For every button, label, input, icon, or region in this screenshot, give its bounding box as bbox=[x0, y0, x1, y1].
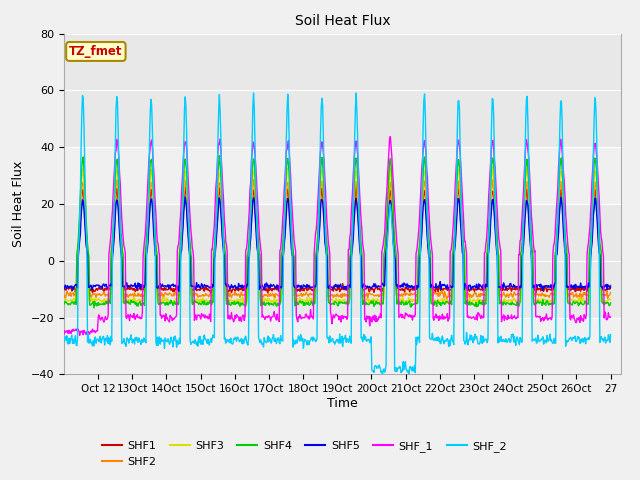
Legend: SHF1, SHF2, SHF3, SHF4, SHF5, SHF_1, SHF_2: SHF1, SHF2, SHF3, SHF4, SHF5, SHF_1, SHF… bbox=[97, 437, 511, 471]
SHF1 bbox=[352, 182, 360, 188]
SHF4 bbox=[90, 305, 98, 311]
SHF1 bbox=[607, 283, 614, 288]
SHF4 bbox=[253, 219, 261, 225]
SHF2 bbox=[124, 294, 132, 300]
SHF3 bbox=[425, 241, 433, 247]
SHF_2 bbox=[273, 341, 280, 347]
SHF_1 bbox=[76, 333, 83, 338]
SHF_2 bbox=[607, 332, 614, 337]
SHF3 bbox=[60, 297, 68, 302]
SHF4 bbox=[274, 300, 282, 306]
SHF5 bbox=[124, 283, 132, 288]
SHF2 bbox=[607, 289, 614, 295]
SHF1 bbox=[124, 286, 132, 292]
SHF3 bbox=[236, 302, 243, 308]
SHF3 bbox=[124, 297, 132, 303]
Line: SHF2: SHF2 bbox=[64, 180, 611, 299]
SHF_1 bbox=[125, 314, 132, 320]
SHF2 bbox=[253, 224, 260, 229]
Line: SHF5: SHF5 bbox=[64, 197, 611, 291]
SHF5 bbox=[607, 284, 614, 290]
SHF1 bbox=[60, 287, 68, 292]
SHF4 bbox=[607, 300, 614, 306]
SHF3 bbox=[607, 297, 614, 302]
SHF1 bbox=[252, 212, 260, 217]
SHF5 bbox=[60, 286, 68, 291]
SHF3 bbox=[253, 211, 260, 217]
SHF_2 bbox=[395, 365, 403, 371]
Text: TZ_fmet: TZ_fmet bbox=[69, 45, 123, 58]
SHF2 bbox=[425, 247, 433, 253]
SHF_2 bbox=[124, 337, 132, 343]
SHF_1 bbox=[273, 312, 281, 317]
SHF1 bbox=[425, 247, 433, 252]
SHF4 bbox=[125, 301, 132, 307]
SHF3 bbox=[225, 295, 232, 301]
SHF2 bbox=[250, 177, 257, 182]
Line: SHF_1: SHF_1 bbox=[64, 137, 611, 336]
SHF1 bbox=[273, 287, 280, 293]
SHF4 bbox=[226, 302, 234, 308]
SHF2 bbox=[273, 291, 281, 297]
SHF1 bbox=[225, 289, 232, 295]
SHF4 bbox=[426, 245, 433, 251]
SHF2 bbox=[60, 293, 68, 299]
SHF5 bbox=[181, 194, 189, 200]
Line: SHF1: SHF1 bbox=[64, 185, 611, 293]
SHF_1 bbox=[253, 174, 260, 180]
Y-axis label: Soil Heat Flux: Soil Heat Flux bbox=[12, 161, 25, 247]
Line: SHF_2: SHF_2 bbox=[64, 93, 611, 375]
SHF_2 bbox=[379, 372, 387, 378]
SHF2 bbox=[394, 292, 402, 298]
X-axis label: Time: Time bbox=[327, 397, 358, 410]
SHF_2 bbox=[60, 338, 68, 344]
SHF_2 bbox=[352, 90, 360, 96]
SHF_2 bbox=[426, 335, 433, 341]
SHF5 bbox=[253, 245, 261, 251]
SHF4 bbox=[216, 153, 223, 158]
SHF4 bbox=[395, 301, 403, 307]
SHF_1 bbox=[426, 221, 433, 227]
SHF1 bbox=[431, 290, 439, 296]
SHF5 bbox=[175, 288, 182, 294]
Title: Soil Heat Flux: Soil Heat Flux bbox=[294, 14, 390, 28]
SHF_1 bbox=[225, 312, 233, 318]
SHF_1 bbox=[395, 314, 403, 320]
SHF3 bbox=[488, 165, 496, 170]
SHF_1 bbox=[387, 134, 394, 140]
SHF5 bbox=[395, 284, 403, 290]
SHF5 bbox=[226, 286, 234, 291]
SHF3 bbox=[273, 297, 281, 302]
SHF2 bbox=[225, 290, 232, 296]
SHF5 bbox=[274, 284, 282, 289]
SHF2 bbox=[443, 296, 451, 302]
SHF_2 bbox=[252, 173, 260, 179]
SHF5 bbox=[426, 255, 433, 261]
SHF_2 bbox=[225, 339, 232, 345]
SHF4 bbox=[60, 301, 68, 307]
Line: SHF3: SHF3 bbox=[64, 168, 611, 305]
Line: SHF4: SHF4 bbox=[64, 156, 611, 308]
SHF_1 bbox=[607, 314, 614, 320]
Bar bbox=[64, 34, 621, 147]
SHF1 bbox=[394, 286, 402, 291]
SHF3 bbox=[394, 296, 402, 302]
SHF_1 bbox=[60, 331, 68, 337]
Bar bbox=[64, 204, 621, 318]
